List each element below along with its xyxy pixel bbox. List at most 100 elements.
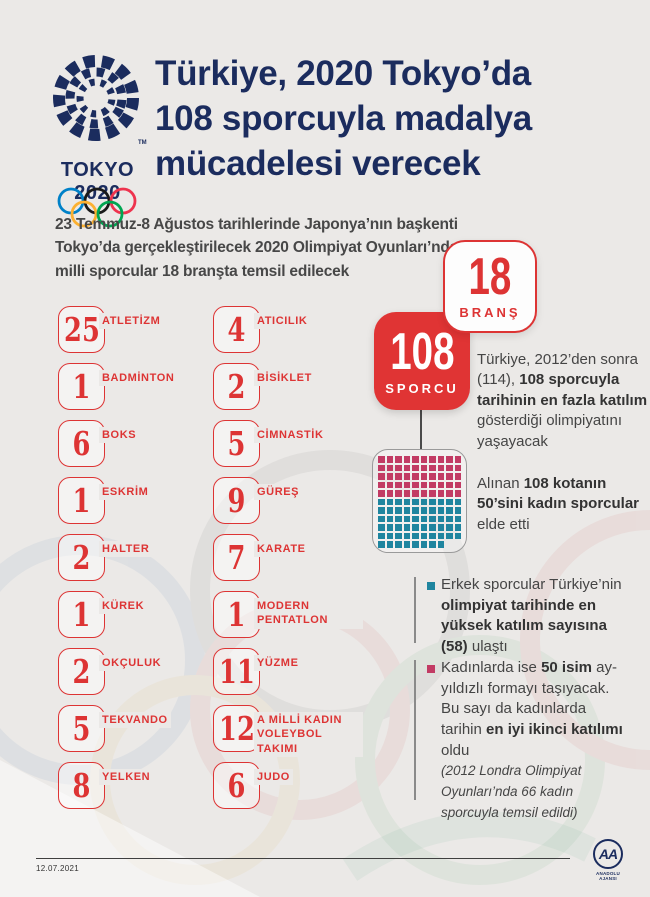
sport-label: OKÇULUK — [99, 655, 165, 672]
page-title: Türkiye, 2020 Tokyo’da 108 sporcuyla mad… — [155, 52, 630, 186]
sport-count: 2 — [72, 538, 91, 577]
sport-count-box: 6 — [213, 762, 260, 809]
sport-count-box: 4 — [213, 306, 260, 353]
female-quota-cell — [420, 464, 427, 471]
female-quota-cell — [378, 490, 385, 497]
male-quota-cell — [454, 524, 461, 531]
female-quota-cell — [446, 490, 453, 497]
female-quota-cell — [403, 456, 410, 463]
male-quota-cell — [446, 498, 453, 505]
sport-count-box: 1 — [58, 477, 105, 524]
sport-count-box: 11 — [213, 648, 260, 695]
female-quota-cell — [395, 490, 402, 497]
sport-count-box: 9 — [213, 477, 260, 524]
female-quota-cell — [395, 481, 402, 488]
male-quota-cell — [437, 541, 444, 548]
male-quota-cell — [429, 541, 436, 548]
sport-count: 2 — [227, 367, 246, 406]
sport-count-box: 2 — [58, 534, 105, 581]
intro-paragraph: 23 Temmuz-8 Ağustos tarihlerinde Japonya… — [55, 213, 475, 283]
female-quota-cell — [395, 473, 402, 480]
male-quota-cell — [403, 524, 410, 531]
male-quota-cell — [395, 498, 402, 505]
intro-line-3: milli sporcular 18 branşta temsil edilec… — [55, 262, 349, 280]
sport-count: 1 — [227, 595, 246, 634]
male-quota-cell — [378, 532, 385, 539]
sport-item: 2 BİSİKLET — [213, 363, 363, 410]
male-quota-cell — [446, 532, 453, 539]
sport-label: A MİLLİ KADIN VOLEYBOL TAKIMI — [254, 712, 363, 757]
sport-count: 8 — [72, 766, 91, 805]
sport-item: 1 BADMİNTON — [58, 363, 208, 410]
sport-count-box: 25 — [58, 306, 105, 353]
sport-item: 6 BOKS — [58, 420, 208, 467]
sport-item: 8 YELKEN — [58, 762, 208, 809]
aa-agency-name: ANADOLU AJANSI — [596, 871, 620, 881]
teal-bullet-icon — [427, 582, 435, 590]
male-quota-cell — [386, 498, 393, 505]
sport-label: HALTER — [99, 541, 153, 558]
sport-count: 1 — [72, 367, 91, 406]
male-quota-cell — [386, 524, 393, 531]
sport-label: BOKS — [99, 427, 140, 444]
male-quota-cell — [386, 515, 393, 522]
female-quota-cell — [386, 490, 393, 497]
male-quota-cell — [420, 541, 427, 548]
female-quota-cell — [454, 481, 461, 488]
aa-logo-circle-icon: AA — [593, 839, 623, 869]
sport-count: 11 — [218, 652, 255, 691]
male-quota-cell — [446, 507, 453, 514]
male-quota-cell — [446, 524, 453, 531]
male-quota-cell — [386, 532, 393, 539]
female-quota-cell — [420, 490, 427, 497]
sport-label: BADMİNTON — [99, 370, 178, 387]
male-quota-cell — [378, 541, 385, 548]
sports-column-right: 4 ATICILIK 2 BİSİKLET 5 CİMNASTİK 9 GÜRE… — [213, 306, 363, 809]
male-quota-cell — [412, 515, 419, 522]
male-quota-cell — [429, 515, 436, 522]
sport-count-box: 5 — [58, 705, 105, 752]
male-quota-cell — [395, 541, 402, 548]
sport-label: MODERN PENTATLON — [254, 598, 363, 629]
quota-fact-text: Alınan 108 kotanın 50’sini kadın sporcul… — [477, 475, 640, 533]
publication-date: 12.07.2021 — [36, 864, 80, 873]
title-line-1: Türkiye, 2020 Tokyo’da — [155, 54, 531, 93]
branches-label: BRANŞ — [459, 305, 521, 320]
quota-matrix-grid — [378, 456, 461, 548]
athletes-count: 108 — [389, 323, 455, 381]
sport-item: 1 ESKRİM — [58, 477, 208, 524]
male-quota-cell — [412, 498, 419, 505]
title-line-2: 108 sporcuyla madalya — [155, 98, 532, 138]
bullet-rule — [414, 660, 416, 800]
anadolu-agency-logo: AA ANADOLU AJANSI — [589, 839, 627, 881]
female-quota-cell — [429, 464, 436, 471]
female-quota-cell — [386, 464, 393, 471]
sport-count-box: 6 — [58, 420, 105, 467]
female-quota-cell — [437, 456, 444, 463]
sport-count-box: 12 — [213, 705, 260, 752]
trademark-symbol: TM — [138, 140, 147, 146]
sport-item: 5 TEKVANDO — [58, 705, 208, 752]
female-quota-cell — [437, 481, 444, 488]
male-quota-cell — [395, 515, 402, 522]
sport-count: 5 — [72, 709, 91, 748]
sport-count-box: 1 — [213, 591, 260, 638]
sport-item: 12 A MİLLİ KADIN VOLEYBOL TAKIMI — [213, 705, 363, 757]
title-line-3: mücadelesi verecek — [155, 143, 481, 183]
male-quota-cell — [403, 507, 410, 514]
female-quota-cell — [395, 456, 402, 463]
male-quota-cell — [412, 507, 419, 514]
male-quota-cell — [403, 532, 410, 539]
female-quota-cell — [412, 490, 419, 497]
female-quota-cell — [395, 464, 402, 471]
sport-label: YELKEN — [99, 769, 154, 786]
female-quota-cell — [446, 456, 453, 463]
male-quota-cell — [378, 524, 385, 531]
female-quota-cell — [378, 464, 385, 471]
female-quota-cell — [386, 481, 393, 488]
male-quota-cell — [429, 524, 436, 531]
sport-count: 9 — [227, 481, 246, 520]
female-quota-cell — [454, 490, 461, 497]
male-quota-cell — [437, 507, 444, 514]
male-quota-cell — [446, 515, 453, 522]
